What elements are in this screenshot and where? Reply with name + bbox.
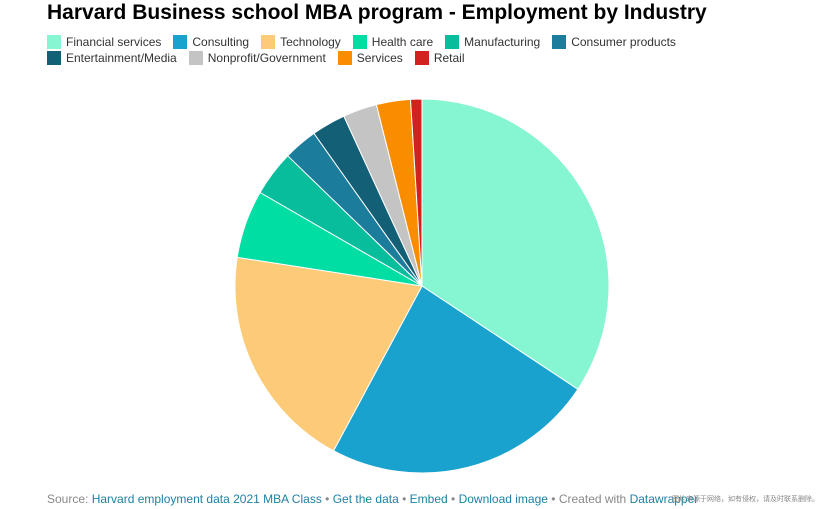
chart-title: Harvard Business school MBA program - Em… — [47, 1, 707, 24]
legend-label: Nonprofit/Government — [207, 51, 326, 65]
legend-swatch — [261, 35, 276, 49]
legend-label: Manufacturing — [464, 35, 541, 49]
get-data-link[interactable]: Get the data — [332, 492, 399, 506]
pie-slice-retail — [409, 98, 423, 287]
legend-label: Consulting — [192, 35, 250, 49]
source-link[interactable]: Harvard employment data 2021 MBA Class — [91, 492, 322, 506]
legend-swatch — [414, 51, 429, 65]
legend-label: Technology — [280, 35, 341, 49]
legend-label: Consumer products — [571, 35, 676, 49]
created-with-label: Created with — [558, 492, 627, 506]
legend-item: Financial services — [47, 35, 161, 49]
legend-item: Manufacturing — [445, 35, 540, 49]
footer-separator: • — [325, 492, 330, 506]
pie-slice-technology — [234, 256, 423, 452]
legend-item: Consumer products — [552, 35, 676, 49]
legend-label: Entertainment/Media — [66, 51, 177, 65]
footer-separator: • — [402, 492, 407, 506]
legend-label: Retail — [433, 51, 465, 65]
legend-swatch — [552, 35, 567, 49]
legend-swatch — [173, 35, 188, 49]
source-label: Source: — [47, 492, 89, 506]
legend-swatch — [445, 35, 460, 49]
legend-swatch — [47, 51, 61, 65]
legend-item: Services — [337, 51, 403, 65]
legend-swatch — [47, 35, 61, 49]
legend-swatch — [188, 51, 203, 65]
legend-item: Technology — [261, 35, 341, 49]
legend-swatch — [337, 51, 352, 65]
legend-label: Health care — [371, 35, 434, 49]
chart-legend: Financial services Consulting Technology He… — [47, 35, 737, 65]
download-image-link[interactable]: Download image — [458, 492, 548, 506]
footer-separator: • — [451, 492, 456, 506]
footer-separator: • — [551, 492, 556, 506]
watermark-text: 图片来源于网络，如有侵权，请及时联系删除。 — [672, 496, 819, 503]
legend-item: Health care — [352, 35, 434, 49]
chart-footer: Source: Harvard employment data 2021 MBA… — [47, 492, 698, 506]
datawrapper-link[interactable]: Datawrapper — [629, 492, 699, 506]
embed-link[interactable]: Embed — [409, 492, 448, 506]
legend-swatch — [352, 35, 367, 49]
pie-slice-consulting — [333, 285, 579, 474]
legend-label: Financial services — [66, 35, 162, 49]
legend-item: Consulting — [173, 35, 249, 49]
legend-item: Nonprofit/Government — [188, 51, 326, 65]
legend-item: Retail — [414, 51, 465, 65]
legend-label: Services — [356, 51, 403, 65]
legend-item: Entertainment/Media — [47, 51, 177, 65]
